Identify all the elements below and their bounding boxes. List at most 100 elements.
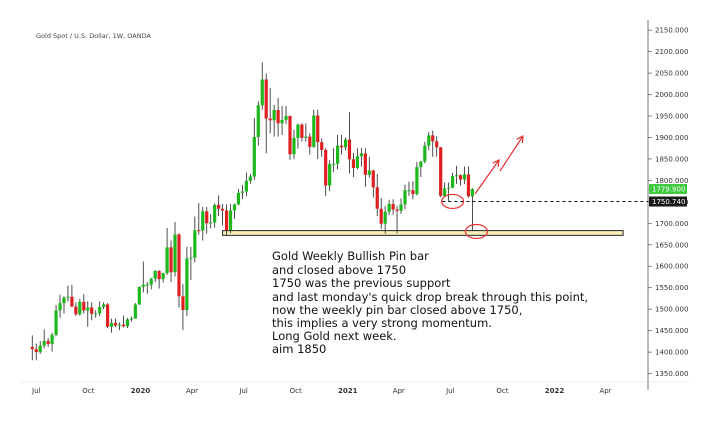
candle-body	[447, 187, 451, 189]
current-price-box	[649, 184, 687, 195]
candle-body	[458, 175, 463, 180]
candle-body	[224, 210, 229, 231]
candle-body	[339, 145, 344, 148]
annotation-line-2: and closed above 1750	[272, 263, 406, 277]
candle-body	[50, 334, 54, 344]
candle-body	[411, 190, 415, 195]
candle-body	[117, 324, 122, 326]
candle-body	[125, 319, 130, 327]
candle-body	[276, 109, 280, 124]
candle-body	[419, 161, 423, 168]
y-tick-label: 2150.000	[655, 27, 688, 35]
y-tick-label: 1400.000	[655, 349, 688, 357]
candle-body	[157, 270, 161, 280]
level-price-box	[649, 196, 687, 207]
level-price-label: 1750.740	[652, 198, 685, 206]
x-tick-label: Jul	[31, 387, 41, 395]
x-tick-label: Apr	[393, 387, 405, 395]
candle-body	[443, 188, 447, 196]
candle-body	[70, 296, 74, 307]
candle-body	[30, 346, 34, 350]
x-tick-label: 2020	[131, 387, 151, 395]
candle-body	[46, 340, 50, 344]
annotation-line-6: this implies a very strong momentum.	[272, 316, 492, 330]
candle-body	[415, 167, 419, 195]
candle-body	[74, 306, 78, 315]
annotation-line-3: 1750 was the previous support	[272, 276, 451, 290]
pin-bar-circle	[441, 193, 465, 210]
candle-body	[324, 149, 328, 186]
candle-body	[435, 141, 439, 148]
x-tick-label: Apr	[599, 387, 611, 395]
x-tick-label: Oct	[82, 387, 94, 395]
candle-body	[351, 159, 356, 168]
candle-body	[42, 340, 46, 346]
candle-body	[399, 204, 403, 211]
candle-body	[38, 345, 42, 353]
candle-body	[316, 115, 320, 143]
annotation-layer: Gold Weekly Bullish Pin bar and closed a…	[272, 134, 687, 356]
x-tick-label: Oct	[496, 387, 508, 395]
candle-body	[375, 187, 379, 209]
candle-body	[320, 142, 324, 150]
candle-body	[296, 124, 300, 138]
candle-body	[169, 247, 173, 273]
candle-body	[236, 192, 241, 205]
candle-body	[145, 284, 149, 286]
y-tick-label: 1550.000	[655, 284, 688, 292]
candle-body	[383, 211, 387, 224]
annotation-line-1: Gold Weekly Bullish Pin bar	[272, 249, 429, 263]
candle-body	[106, 304, 110, 327]
candle-body	[260, 79, 264, 106]
candle-body	[121, 324, 126, 327]
y-tick-label: 2050.000	[655, 70, 688, 78]
candle-body	[367, 170, 371, 175]
candle-body	[252, 137, 256, 177]
candle-body	[450, 176, 455, 188]
candle-body	[34, 349, 38, 353]
candle-body	[407, 190, 411, 192]
candle-body	[470, 189, 474, 197]
candle-body	[217, 204, 221, 209]
y-tick-label: 2000.000	[655, 91, 688, 99]
candle-body	[280, 119, 284, 124]
candle-body	[193, 230, 197, 258]
candle-body	[197, 230, 201, 232]
annotation-line-8: aim 1850	[272, 342, 326, 356]
candle-body	[264, 79, 268, 119]
y-tick-label: 1800.000	[655, 177, 688, 185]
candle-body	[109, 322, 114, 327]
candle-body	[391, 204, 395, 210]
annotation-line-5: now the weekly pin bar closed above 1750…	[272, 303, 522, 317]
x-tick-label: Jul	[445, 387, 455, 395]
candle-body	[312, 115, 316, 147]
candle-body	[268, 118, 272, 121]
x-tick-label: 2021	[338, 387, 358, 395]
candle-body	[256, 105, 260, 138]
candle-body	[288, 116, 292, 155]
x-tick-label: Jul	[238, 387, 248, 395]
candle-body	[371, 170, 375, 188]
chart-title: Gold Spot / U.S. Dollar, 1W, OANDA	[36, 32, 151, 40]
candle-body	[355, 156, 360, 168]
candle-body	[86, 307, 90, 311]
candle-body	[213, 204, 217, 223]
current-price-label: 1779.900	[652, 186, 685, 194]
candle-body	[129, 318, 133, 320]
candle-body	[185, 258, 189, 311]
candle-body	[387, 204, 391, 212]
candle-body	[133, 304, 137, 319]
candle-body	[209, 222, 213, 224]
candle-body	[54, 310, 58, 335]
candle-body	[153, 270, 157, 279]
candle-body	[343, 139, 348, 148]
candle-body	[137, 286, 141, 305]
y-tick-label: 2100.000	[655, 48, 688, 56]
candle-body	[347, 139, 352, 160]
candle-body	[332, 163, 336, 165]
break-point-circle	[464, 223, 488, 240]
candle-body	[284, 116, 288, 120]
candle-body	[359, 153, 363, 157]
candle-body	[189, 257, 193, 259]
